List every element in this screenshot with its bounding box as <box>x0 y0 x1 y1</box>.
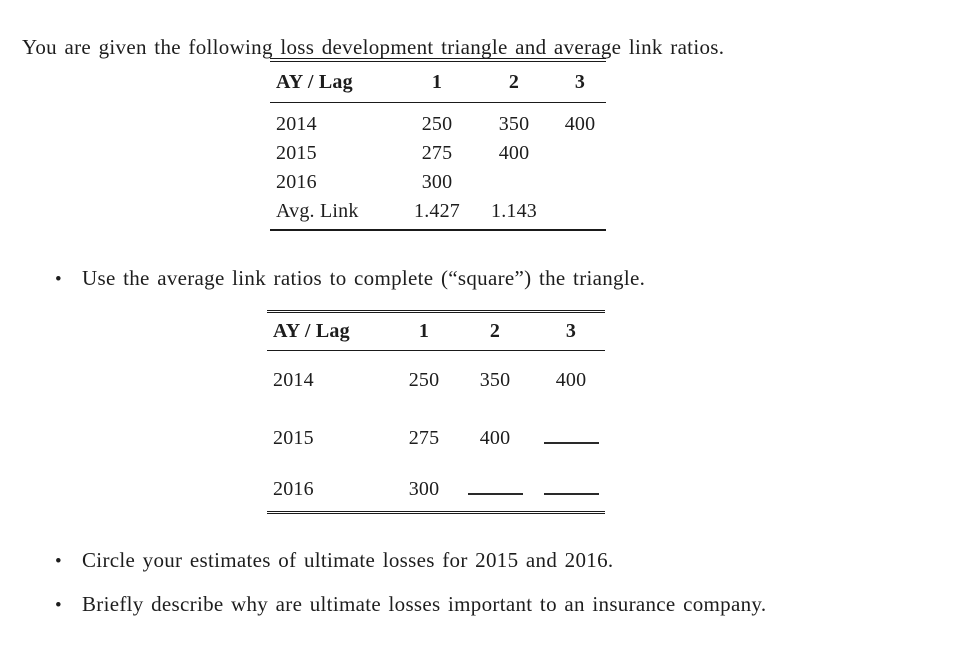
header-ay-lag: AY / Lag <box>270 60 400 103</box>
loss-triangle-table: AY / Lag 1 2 3 2014 250 350 400 2015 275… <box>270 58 606 231</box>
cell-value: 350 <box>498 113 530 135</box>
cell-value: 250 <box>408 368 440 391</box>
row-label-2015: 2015 <box>276 142 317 164</box>
table-row-avg-link: Avg. Link 1.427 1.143 <box>270 197 606 230</box>
bullet-text: Circle your estimates of ultimate losses… <box>82 548 614 572</box>
cell-value: 1.143 <box>491 200 537 222</box>
bullet-text: Briefly describe why are ultimate losses… <box>82 592 767 616</box>
cell-value: 300 <box>421 171 453 193</box>
bullet-text: Use the average link ratios to complete … <box>82 266 646 290</box>
row-label-2016: 2016 <box>276 171 317 193</box>
bullet-item-square-triangle: • Use the average link ratios to complet… <box>55 264 645 294</box>
bullet-icon: • <box>55 551 62 572</box>
blank-answer-line <box>543 437 599 444</box>
cell-empty <box>554 168 606 197</box>
square-triangle-table: AY / Lag 1 2 3 2014 250 350 400 2015 275… <box>267 310 605 514</box>
header-lag-3: 3 <box>537 311 605 351</box>
row-label-2014: 2014 <box>273 368 314 391</box>
cell-empty <box>474 168 554 197</box>
header-lag-1: 1 <box>395 311 453 351</box>
cell-blank <box>453 467 537 513</box>
table-row: 2016 300 <box>267 467 605 513</box>
blank-answer-line <box>467 488 523 495</box>
header-lag-3: 3 <box>554 60 606 103</box>
cell-empty <box>554 197 606 230</box>
cell-value: 400 <box>498 142 530 164</box>
bullet-item-circle-estimates: • Circle your estimates of ultimate loss… <box>55 546 613 576</box>
cell-blank <box>537 409 605 467</box>
table-row: 2015 275 400 <box>270 139 606 168</box>
cell-value: 275 <box>421 142 453 164</box>
bullet-item-describe-importance: • Briefly describe why are ultimate loss… <box>55 590 766 620</box>
cell-value: 300 <box>408 477 440 500</box>
header-lag-2: 2 <box>474 60 554 103</box>
header-lag-2: 2 <box>453 311 537 351</box>
table-header-row: AY / Lag 1 2 3 <box>267 311 605 351</box>
row-label-avg-link: Avg. Link <box>276 200 359 222</box>
header-lag-1: 1 <box>400 60 474 103</box>
cell-empty <box>554 139 606 168</box>
intro-paragraph: You are given the following loss develop… <box>22 35 725 59</box>
cell-value: 250 <box>421 113 453 135</box>
table-row: 2014 250 350 400 <box>270 103 606 140</box>
header-ay-lag: AY / Lag <box>267 311 395 351</box>
table-row: 2015 275 400 <box>267 409 605 467</box>
blank-answer-line <box>543 488 599 495</box>
cell-value: 400 <box>564 113 596 135</box>
bullet-icon: • <box>55 269 62 290</box>
table-row: 2016 300 <box>270 168 606 197</box>
cell-value: 275 <box>408 426 440 449</box>
row-label-2015: 2015 <box>273 426 314 449</box>
cell-value: 400 <box>555 368 587 391</box>
cell-value: 1.427 <box>414 200 460 222</box>
cell-blank <box>537 467 605 513</box>
cell-value: 400 <box>479 426 511 449</box>
row-label-2016: 2016 <box>273 477 314 500</box>
bullet-icon: • <box>55 595 62 616</box>
table-row: 2014 250 350 400 <box>267 351 605 410</box>
row-label-2014: 2014 <box>276 113 317 135</box>
cell-value: 350 <box>479 368 511 391</box>
table-header-row: AY / Lag 1 2 3 <box>270 60 606 103</box>
